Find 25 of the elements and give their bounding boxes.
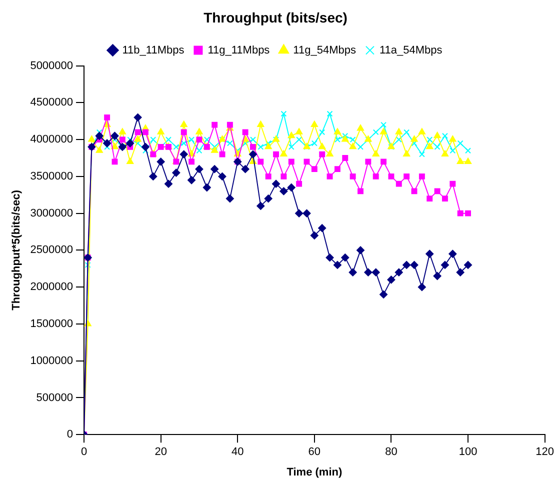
y-axis-title: Throughput*5(bits/sec) (10, 190, 23, 310)
x-tick-label: 120 (536, 446, 554, 458)
legend-label: 11g_54Mbps (293, 44, 356, 56)
x-tick-label: 80 (385, 446, 398, 458)
y-tick-label: 500000 (36, 392, 74, 404)
x-tick-label: 60 (308, 446, 321, 458)
x-tick-label: 100 (458, 446, 478, 458)
x-axis-title: Time (min) (286, 466, 342, 478)
y-tick-label: 2500000 (30, 244, 74, 256)
y-tick-label: 4000000 (30, 134, 74, 146)
legend-label: 11b_11Mbps (122, 44, 185, 56)
x-tick-label: 20 (154, 446, 167, 458)
y-tick-label: 4500000 (30, 96, 74, 109)
y-tick-label: 3500000 (30, 170, 74, 182)
y-tick-label: 0 (66, 428, 74, 441)
legend-label: 11g_11Mbps (208, 44, 270, 56)
y-tick-label: 5000000 (30, 60, 74, 72)
chart-title: Throughput (bits/sec) (204, 9, 348, 26)
y-tick-label: 3000000 (30, 207, 74, 220)
legend-label: 11a_54Mbps (379, 44, 443, 56)
y-tick-label: 1000000 (30, 354, 74, 367)
x-tick-label: 0 (80, 446, 88, 458)
y-tick-label: 1500000 (30, 318, 74, 330)
x-tick-label: 40 (232, 446, 244, 458)
y-tick-label: 2000000 (30, 281, 74, 294)
